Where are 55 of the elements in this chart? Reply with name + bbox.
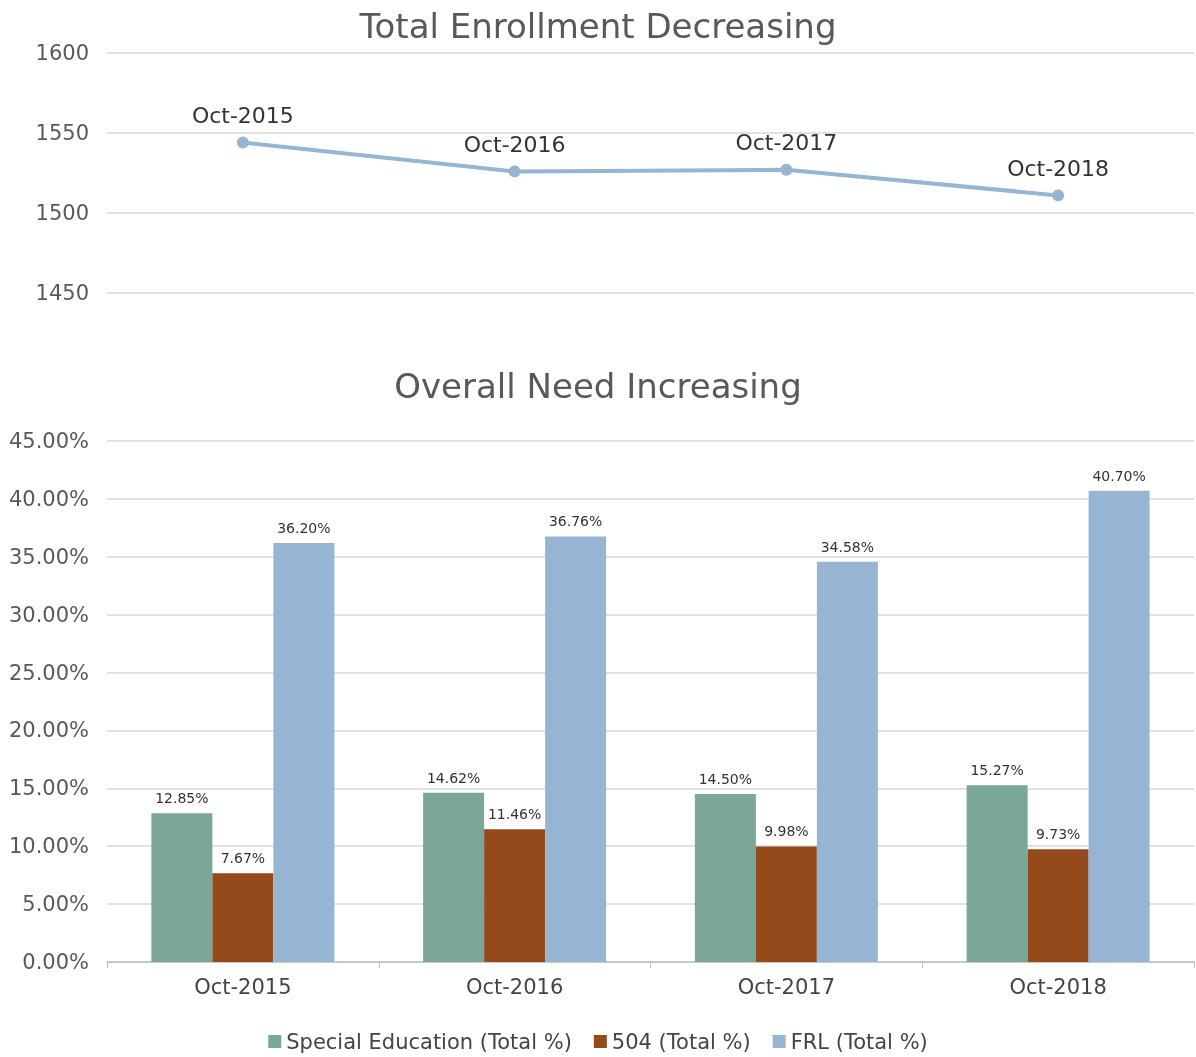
legend-label: Special Education (Total %) [286, 1029, 572, 1054]
chart-title: Total Enrollment Decreasing [358, 6, 837, 46]
point [236, 136, 249, 149]
data-label: 34.58% [820, 538, 875, 555]
bar [545, 536, 607, 962]
y-tick-label: 1550 [35, 121, 89, 145]
data-label: 14.50% [698, 771, 753, 788]
y-tick-label: 30.00% [8, 602, 89, 627]
data-label: 11.46% [487, 806, 542, 823]
data-label: 14.62% [426, 769, 481, 786]
legend-label: FRL (Total %) [790, 1029, 928, 1054]
bar [423, 792, 485, 962]
y-tick-label: 10.00% [8, 834, 89, 859]
y-tick-label: 5.00% [22, 892, 89, 917]
x-tick-label: Oct-2016 [465, 974, 564, 999]
y-tick-label: 0.00% [22, 950, 89, 974]
y-tick-label: 20.00% [8, 718, 89, 743]
y-tick-label: 15.00% [8, 776, 89, 801]
bar [151, 813, 213, 962]
y-tick-label: 1600 [35, 41, 89, 65]
data-label: 12.85% [155, 790, 209, 807]
bar [755, 846, 817, 962]
x-tick-label: Oct-2018 [1009, 974, 1107, 999]
bar [1088, 490, 1150, 962]
point [780, 163, 793, 176]
data-label: 36.20% [277, 519, 331, 536]
bar [484, 829, 546, 962]
y-tick-label: 25.00% [8, 660, 89, 685]
y-tick-label: 35.00% [8, 544, 89, 569]
category-label: Oct-2015 [191, 103, 294, 129]
bar [1027, 849, 1089, 962]
bar [816, 561, 878, 962]
legend-label: 504 (Total %) [611, 1029, 751, 1054]
point [1052, 189, 1065, 202]
data-label: 40.70% [1092, 467, 1146, 484]
point [508, 165, 521, 178]
data-label: 9.98% [764, 823, 809, 840]
chart-title: Overall Need Increasing [394, 366, 802, 406]
bar [694, 794, 756, 962]
category-label: Oct-2017 [735, 130, 838, 156]
y-tick-label: 45.00% [8, 429, 89, 453]
data-label: 7.67% [220, 850, 266, 867]
bar [966, 785, 1028, 962]
data-label: 9.73% [1035, 826, 1081, 843]
bar [212, 873, 274, 962]
y-tick-label: 40.00% [8, 486, 89, 511]
data-label: 36.76% [548, 513, 603, 530]
bar [273, 542, 335, 962]
x-tick-label: Oct-2017 [737, 974, 836, 999]
y-tick-label: 1500 [35, 201, 89, 225]
data-label: 15.27% [970, 762, 1024, 779]
category-label: Oct-2016 [463, 131, 566, 157]
y-tick-label: 1450 [35, 281, 89, 305]
category-label: Oct-2018 [1007, 155, 1110, 181]
x-tick-label: Oct-2015 [194, 974, 292, 999]
